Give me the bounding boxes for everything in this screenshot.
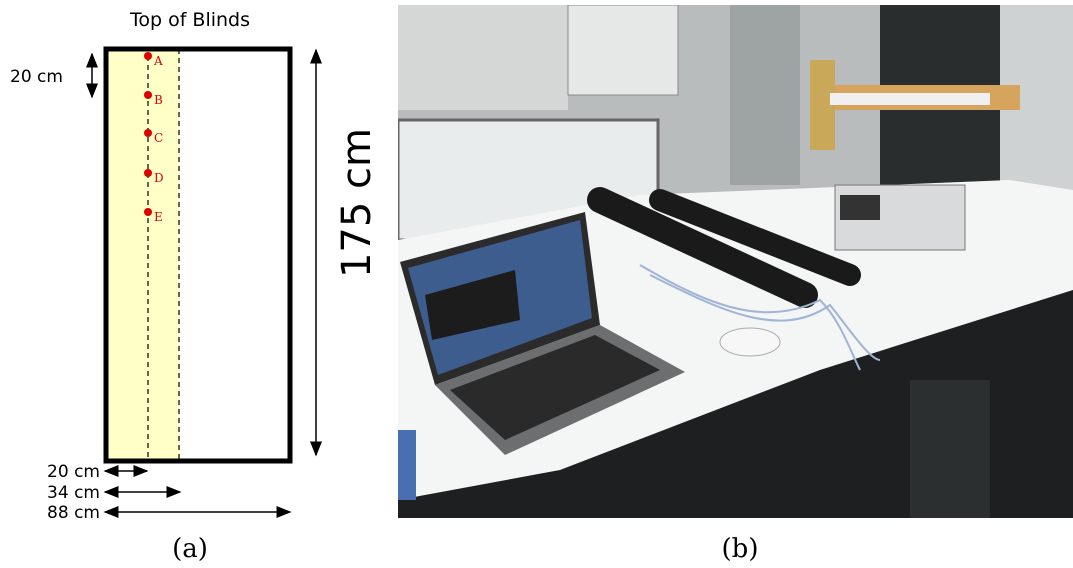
point-label: C	[154, 131, 163, 145]
point-marker	[144, 169, 152, 177]
point-label: E	[154, 210, 163, 224]
page: Top of Blinds A B C D E 20 cm 175 cm 20 cm 3…	[0, 0, 1073, 568]
photo	[398, 5, 1073, 518]
dimension-label: 34 cm	[47, 483, 100, 503]
caption: (a)	[172, 534, 208, 564]
point-marker	[144, 52, 152, 60]
highlight-area	[106, 49, 180, 461]
diagram: Top of Blinds A B C D E 20 cm 175 cm 20 cm 3…	[10, 9, 380, 523]
figure: Top of Blinds A B C D E 20 cm 175 cm 20 cm 3…	[0, 0, 1073, 568]
point-label: B	[154, 93, 163, 107]
point-label: A	[153, 54, 163, 68]
dimension-label: 20 cm	[47, 462, 100, 482]
caption: (b)	[722, 534, 759, 564]
point-marker	[144, 129, 152, 137]
point-marker	[144, 208, 152, 216]
dimension-label: 20 cm	[10, 67, 63, 87]
point-label: D	[154, 171, 164, 185]
point-marker	[144, 91, 152, 99]
diagram-title: Top of Blinds	[129, 9, 250, 31]
dimension-label: 175 cm	[334, 128, 380, 278]
dimension-label: 88 cm	[47, 503, 100, 523]
